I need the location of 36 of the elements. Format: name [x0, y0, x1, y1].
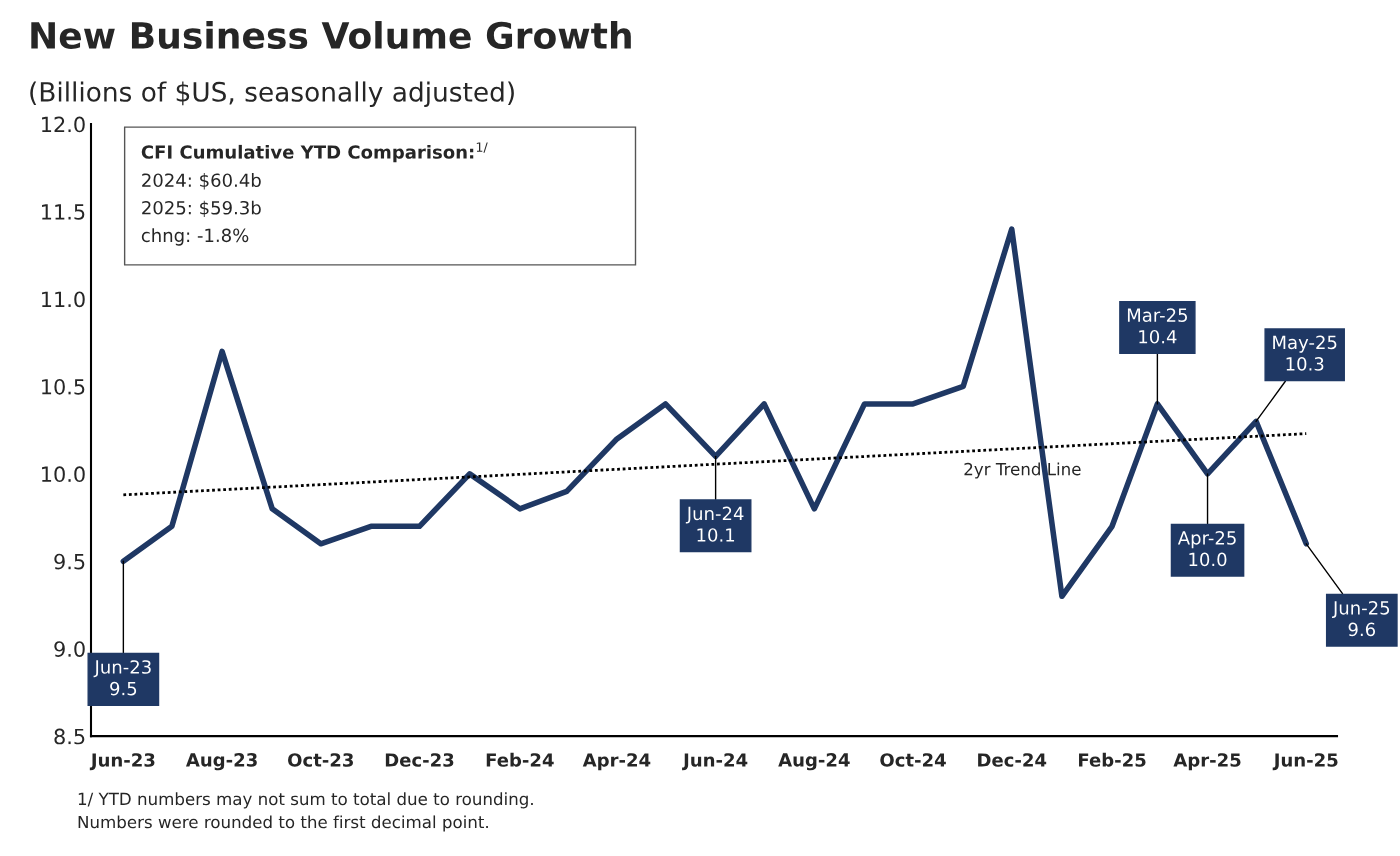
y-tick-label: 11.5: [42, 204, 85, 220]
annotation: Apr-25 10.0: [1177, 531, 1236, 567]
annotation: 2025: $59.3b: [142, 200, 261, 217]
x-tick-label: Feb-24: [486, 752, 554, 767]
x-tick-label: Aug-23: [185, 753, 257, 771]
x-tick-label: Dec-23: [385, 753, 454, 767]
annotation: CFI Cumulative YTD Comparison:$^{1/}$: [141, 142, 488, 163]
x-tick-label: Aug-24: [778, 753, 850, 771]
x-tick-label: Oct-23: [288, 753, 353, 767]
x-tick-label: Apr-24: [582, 753, 651, 771]
y-tick-label: 12.0: [42, 116, 85, 133]
annotation: 2024: $60.4b: [142, 173, 261, 190]
x-tick-label: Feb-25: [1079, 752, 1146, 767]
annotation: Jun-25 9.6: [1332, 600, 1390, 637]
x-tick-label: Apr-25: [1173, 753, 1241, 771]
x-tick-label: Jun-25: [1272, 753, 1338, 771]
chart-subtitle: (Billions of $US, seasonally adjusted): [30, 81, 514, 107]
annotation: Mar-25 10.4: [1127, 308, 1188, 344]
y-tick-label: 10.5: [42, 378, 85, 395]
x-tick-label: Jun-24: [682, 753, 748, 771]
annotation: Jun-24 10.1: [685, 506, 744, 542]
text: Numbers were rounded to the first decimal point.: [78, 815, 488, 832]
x-tick-label: Oct-24: [880, 753, 946, 767]
y-tick-label: 9.0: [54, 641, 85, 657]
text: 1/ YTD numbers may not sum to total due to rounding.: [78, 792, 533, 809]
annotation: May-25 10.3: [1273, 335, 1337, 371]
y-tick-label: 10.0: [42, 466, 85, 483]
y-tick-label: 8.5: [54, 728, 85, 745]
y-tick-label: 9.5: [54, 553, 85, 570]
y-tick-label: 11.0: [42, 291, 85, 308]
annotation: 2yr Trend Line: [964, 462, 1081, 479]
x-tick-label: Jun-23: [89, 753, 155, 771]
annotation: Jun-23 9.5: [93, 660, 151, 696]
x-tick-label: Dec-24: [978, 753, 1047, 767]
annotation: chng: -1.8%: [141, 228, 249, 246]
chart-title: New Business Volume Growth: [31, 21, 631, 49]
